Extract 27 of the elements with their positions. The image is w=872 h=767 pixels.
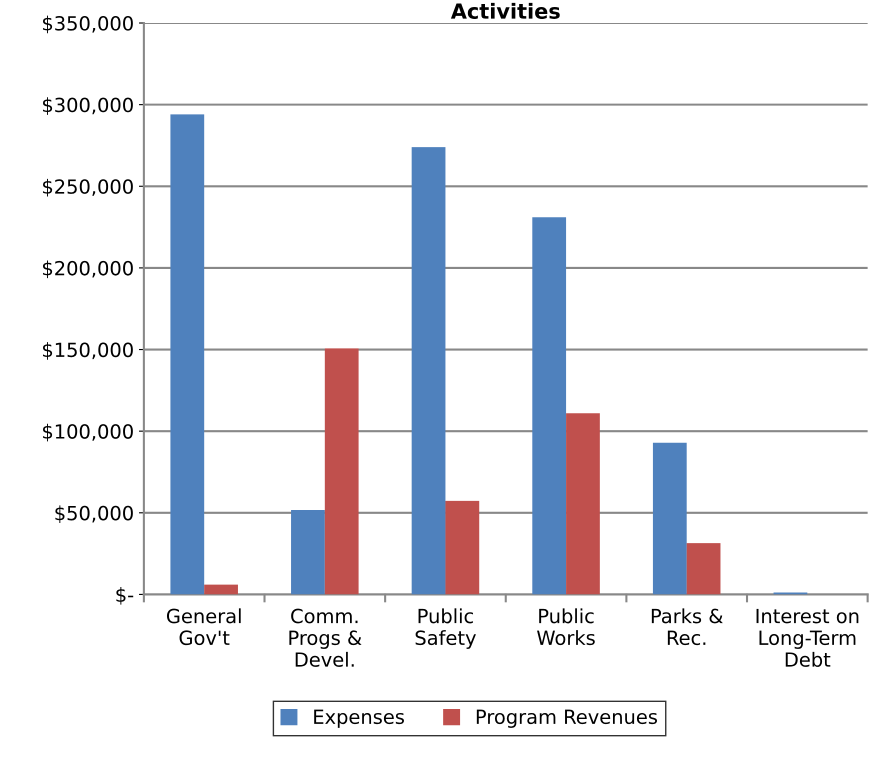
- y-tick-label: $300,000: [42, 97, 133, 115]
- bar: [532, 217, 566, 594]
- bar: [291, 510, 325, 594]
- bar: [412, 147, 446, 594]
- legend-label: Expenses: [314, 710, 404, 728]
- y-tick-label: $250,000: [42, 178, 133, 197]
- legend-label: Program Revenues: [476, 710, 658, 728]
- bar: [204, 584, 238, 594]
- bar: [324, 348, 359, 594]
- x-tick-label: Interest on Long-Term Debt: [756, 608, 858, 667]
- y-tick-label: $350,000: [42, 16, 133, 34]
- x-tick-label: Comm. Progs & Devel.: [289, 608, 362, 667]
- y-tick-label: $50,000: [55, 505, 133, 524]
- bar: [445, 500, 480, 594]
- y-tick-label: $100,000: [42, 424, 133, 442]
- bar: [566, 413, 600, 594]
- x-tick-label: Parks & Rec.: [652, 608, 723, 646]
- bar: [170, 114, 204, 594]
- y-tick-label: $200,000: [42, 260, 133, 278]
- y-tick-label: $150,000: [42, 342, 133, 360]
- x-tick-label: General Gov't: [166, 608, 241, 646]
- x-tick-label: Public Safety: [416, 608, 476, 649]
- chart-title: Activities: [450, 2, 560, 19]
- bar: [652, 442, 687, 594]
- bar: [686, 543, 720, 594]
- x-tick-label: Public Works: [537, 608, 595, 646]
- y-tick-label: $-: [116, 587, 134, 605]
